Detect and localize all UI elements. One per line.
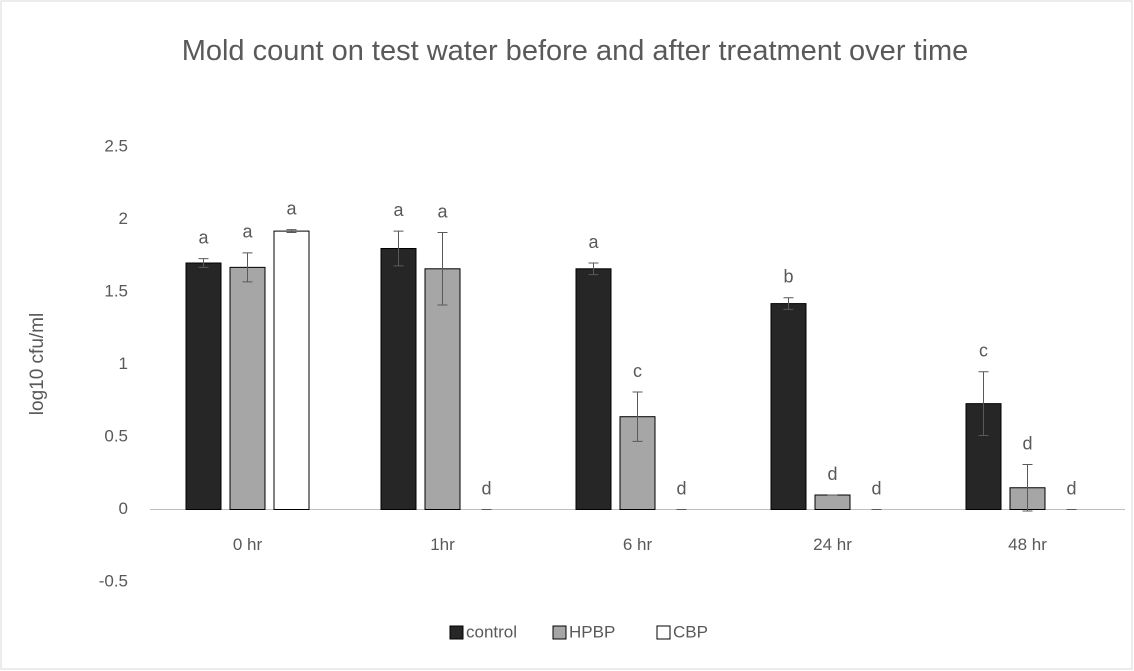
error-bar <box>632 391 643 442</box>
significance-letter: c <box>633 361 642 381</box>
error-bar <box>978 371 989 437</box>
x-tick-label: 0 hr <box>233 535 263 554</box>
legend-swatch <box>656 625 671 640</box>
chart-title: Mold count on test water before and afte… <box>181 35 969 67</box>
bar <box>380 248 417 510</box>
x-tick-label: 24 hr <box>813 535 852 554</box>
error-bar <box>437 232 448 306</box>
significance-letter: d <box>1066 478 1076 498</box>
y-tick-label: 1.5 <box>104 281 128 300</box>
bar <box>185 262 222 510</box>
significance-letter: d <box>676 478 686 498</box>
error-bar <box>198 258 209 268</box>
significance-letter: d <box>481 478 491 498</box>
y-axis-label: log10 cfu/ml <box>27 313 48 415</box>
significance-letter: d <box>827 464 837 484</box>
y-tick-label: 2.5 <box>104 136 128 155</box>
x-tick-label: 1hr <box>430 535 455 554</box>
error-bar <box>242 252 253 283</box>
bar <box>770 303 807 510</box>
bar <box>575 268 612 510</box>
error-bar <box>1022 464 1033 512</box>
bar <box>273 230 310 510</box>
error-bar <box>393 230 404 267</box>
significance-letter: a <box>393 200 404 220</box>
significance-letter: a <box>242 222 253 242</box>
y-tick-label: 0 <box>119 499 128 518</box>
bar <box>424 268 461 510</box>
significance-letter: a <box>286 198 297 218</box>
legend-label: control <box>466 622 517 641</box>
error-bar <box>286 229 297 234</box>
significance-letter: b <box>783 267 793 287</box>
y-tick-label: -0.5 <box>99 571 128 590</box>
error-bar <box>783 297 794 310</box>
y-tick-label: 1 <box>119 354 128 373</box>
legend-label: CBP <box>673 622 708 641</box>
significance-letter: c <box>979 341 988 361</box>
significance-letter: a <box>198 227 209 247</box>
significance-letter: d <box>871 478 881 498</box>
y-tick-label: 2 <box>119 209 128 228</box>
x-tick-label: 6 hr <box>623 535 653 554</box>
y-tick-label: 0.5 <box>104 426 128 445</box>
error-bar <box>588 262 599 276</box>
x-tick-label: 48 hr <box>1008 535 1047 554</box>
legend-swatch <box>449 625 464 640</box>
bar <box>229 266 266 510</box>
significance-letter: d <box>1022 433 1032 453</box>
legend-label: HPBP <box>569 622 615 641</box>
legend-swatch <box>552 625 567 640</box>
significance-letter: a <box>588 232 599 252</box>
significance-letter: a <box>437 201 448 221</box>
bar <box>814 494 851 510</box>
